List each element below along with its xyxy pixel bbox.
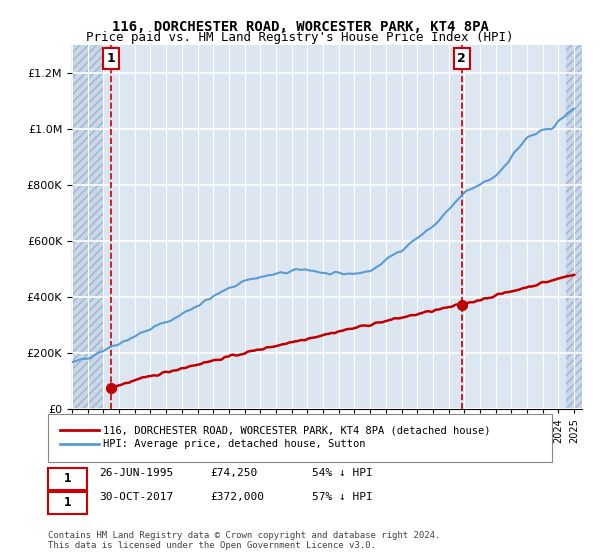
Text: 26-JUN-1995: 26-JUN-1995 (99, 468, 173, 478)
Text: 2: 2 (457, 52, 466, 65)
Text: 116, DORCHESTER ROAD, WORCESTER PARK, KT4 8PA: 116, DORCHESTER ROAD, WORCESTER PARK, KT… (112, 20, 488, 34)
Text: £372,000: £372,000 (210, 492, 264, 502)
Text: Price paid vs. HM Land Registry's House Price Index (HPI): Price paid vs. HM Land Registry's House … (86, 31, 514, 44)
Text: 1: 1 (64, 496, 71, 510)
Text: 54% ↓ HPI: 54% ↓ HPI (312, 468, 373, 478)
Bar (72, 45, 103, 409)
Text: 57% ↓ HPI: 57% ↓ HPI (312, 492, 373, 502)
Bar (566, 45, 582, 409)
Text: 1: 1 (64, 472, 71, 486)
Text: 116, DORCHESTER ROAD, WORCESTER PARK, KT4 8PA (detached house): 116, DORCHESTER ROAD, WORCESTER PARK, KT… (103, 425, 491, 435)
Text: 30-OCT-2017: 30-OCT-2017 (99, 492, 173, 502)
Text: HPI: Average price, detached house, Sutton: HPI: Average price, detached house, Sutt… (103, 438, 366, 449)
Text: Contains HM Land Registry data © Crown copyright and database right 2024.
This d: Contains HM Land Registry data © Crown c… (48, 531, 440, 550)
Text: £74,250: £74,250 (210, 468, 257, 478)
Text: 1: 1 (107, 52, 115, 65)
